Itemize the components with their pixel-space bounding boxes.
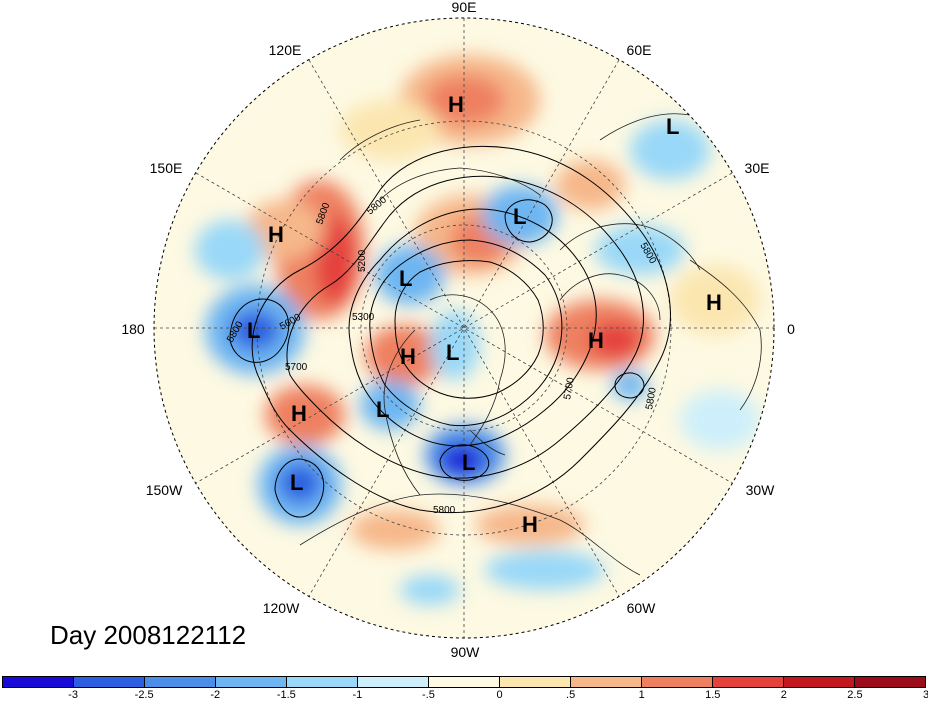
colorbar-swatch bbox=[216, 677, 287, 687]
lon-label-30e: 30E bbox=[744, 160, 770, 176]
colorbar-tick-label: 0 bbox=[496, 689, 503, 701]
contour-label: 5800 bbox=[433, 505, 456, 516]
lon-label-60w: 60W bbox=[626, 600, 656, 616]
lon-label-90e: 90E bbox=[451, 0, 477, 15]
lon-label-0: 0 bbox=[787, 321, 795, 337]
colorbar-tick-label: 2 bbox=[780, 689, 787, 701]
high-center: H bbox=[268, 222, 284, 247]
colorbar-swatch bbox=[855, 677, 925, 687]
contour-label: 5800 bbox=[644, 386, 659, 410]
colorbar-tick-label: -3 bbox=[68, 689, 78, 701]
lon-label-120e: 120E bbox=[268, 42, 302, 58]
contour-label: 5700 bbox=[562, 376, 577, 400]
lon-label-150e: 150E bbox=[149, 160, 183, 176]
colorbar-swatch bbox=[500, 677, 571, 687]
high-center: H bbox=[522, 512, 538, 537]
contour-label: 5700 bbox=[285, 362, 308, 373]
high-center: H bbox=[400, 344, 416, 369]
low-center: L bbox=[446, 340, 459, 365]
lon-label-30w: 30W bbox=[745, 482, 775, 498]
low-center: L bbox=[376, 397, 389, 422]
low-center: L bbox=[462, 450, 475, 475]
pressure-centers: H L L H L L H H L L H L L H H bbox=[247, 92, 722, 537]
colorbar-swatch bbox=[358, 677, 429, 687]
colorbar-tick-label: -.5 bbox=[422, 689, 435, 701]
low-center: L bbox=[247, 318, 260, 343]
colorbar-swatch bbox=[571, 677, 642, 687]
low-center: L bbox=[513, 204, 526, 229]
lon-label-180: 180 bbox=[121, 321, 145, 337]
colorbar-swatch bbox=[784, 677, 855, 687]
colorbar-swatch bbox=[74, 677, 145, 687]
colorbar-tick-label: -2 bbox=[210, 689, 221, 701]
day-title: Day 2008122112 bbox=[50, 620, 247, 650]
lon-label-90w: 90W bbox=[450, 644, 480, 660]
colorbar-tick-label: 3 bbox=[922, 689, 928, 701]
colorbar-swatch bbox=[642, 677, 713, 687]
lon-label-150w: 150W bbox=[145, 482, 183, 498]
high-center: H bbox=[588, 328, 604, 353]
colorbar-swatch bbox=[3, 677, 74, 687]
colorbar-swatch bbox=[429, 677, 500, 687]
contour-label: 5300 bbox=[352, 312, 375, 323]
colorbar-tick-label: .5 bbox=[566, 689, 576, 701]
graticule bbox=[154, 18, 774, 638]
high-center: H bbox=[291, 401, 307, 426]
colorbar-tick-label: 1.5 bbox=[705, 689, 721, 701]
high-center: H bbox=[706, 290, 722, 315]
low-center: L bbox=[290, 470, 303, 495]
height-contours bbox=[229, 145, 671, 518]
low-center: L bbox=[666, 114, 679, 139]
high-center: H bbox=[448, 92, 464, 117]
lon-label-60e: 60E bbox=[626, 42, 652, 58]
lon-label-120w: 120W bbox=[262, 600, 300, 616]
map-boundary bbox=[153, 17, 775, 639]
low-center: L bbox=[399, 266, 412, 291]
colorbar bbox=[2, 676, 926, 688]
colorbar-tick-label: -2.5 bbox=[134, 689, 154, 701]
colorbar-tick-label: -1 bbox=[352, 689, 363, 701]
colorbar-swatch bbox=[713, 677, 784, 687]
anomaly-field bbox=[154, 18, 774, 638]
contour-label: 5200 bbox=[357, 249, 368, 272]
colorbar-tick-label: 1 bbox=[638, 689, 645, 701]
colorbar-swatch bbox=[145, 677, 216, 687]
colorbar-tick-label: 2.5 bbox=[847, 689, 863, 701]
colorbar-tick-label: -1.5 bbox=[276, 689, 296, 701]
coastlines bbox=[299, 113, 762, 576]
colorbar-swatch bbox=[287, 677, 358, 687]
